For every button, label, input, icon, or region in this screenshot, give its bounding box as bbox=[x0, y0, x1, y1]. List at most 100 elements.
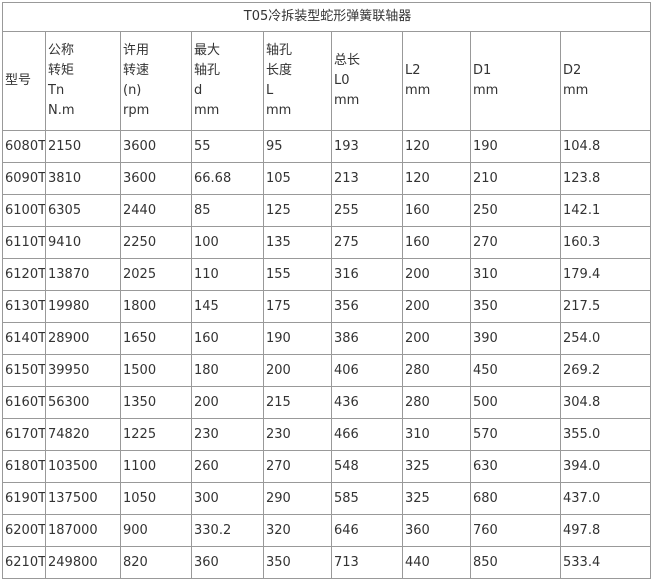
data-cell: 820 bbox=[120, 546, 192, 579]
header-line: 许用 bbox=[123, 43, 150, 58]
data-cell: 350 bbox=[470, 290, 561, 323]
data-cell: 200 bbox=[402, 258, 471, 291]
data-cell: 275 bbox=[331, 226, 403, 259]
data-cell: 1100 bbox=[120, 450, 192, 483]
data-row: 6190T 137500 1050 300 290 585 325 680 437.0 bbox=[2, 482, 652, 515]
data-cell: 142.1 bbox=[559, 194, 652, 227]
header-line: mm bbox=[266, 103, 292, 118]
data-cell: 1650 bbox=[120, 322, 192, 355]
data-cell: 3600 bbox=[120, 162, 192, 195]
data-cell: 440 bbox=[402, 546, 471, 579]
data-cell: 1225 bbox=[120, 418, 192, 451]
data-cell: 548 bbox=[331, 450, 403, 483]
data-cell: 280 bbox=[402, 354, 471, 387]
data-cell: 249800 bbox=[45, 546, 121, 579]
header-line: D2 bbox=[563, 63, 582, 78]
data-cell: 316 bbox=[331, 258, 403, 291]
header-line: Tn bbox=[48, 83, 65, 98]
data-cell: 160.3 bbox=[559, 226, 652, 259]
data-cell: 85 bbox=[191, 194, 264, 227]
header-line: mm bbox=[194, 103, 220, 118]
data-row: 6130T 19980 1800 145 175 356 200 350 217.5 bbox=[2, 290, 652, 323]
data-cell: 466 bbox=[331, 418, 403, 451]
data-cell: 6120T bbox=[2, 258, 46, 291]
header-cell: D1 mm bbox=[470, 31, 561, 131]
data-cell: 2150 bbox=[45, 130, 121, 163]
data-cell: 13870 bbox=[45, 258, 121, 291]
data-cell: 1500 bbox=[120, 354, 192, 387]
data-cell: 900 bbox=[120, 514, 192, 547]
data-cell: 210 bbox=[470, 162, 561, 195]
header-cell: 最大 轴孔 d mm bbox=[191, 31, 264, 131]
data-cell: 179.4 bbox=[559, 258, 652, 291]
data-cell: 6180T bbox=[2, 450, 46, 483]
header-line: mm bbox=[563, 83, 589, 98]
data-cell: 200 bbox=[402, 322, 471, 355]
header-line: mm bbox=[334, 93, 360, 108]
data-cell: 360 bbox=[191, 546, 264, 579]
data-cell: 56300 bbox=[45, 386, 121, 419]
header-cell: 型号 bbox=[2, 31, 46, 131]
data-cell: 360 bbox=[402, 514, 471, 547]
data-row: 6170T 74820 1225 230 230 466 310 570 355.0 bbox=[2, 418, 652, 451]
header-line: mm bbox=[405, 83, 431, 98]
data-cell: 630 bbox=[470, 450, 561, 483]
data-cell: 120 bbox=[402, 130, 471, 163]
data-cell: 394.0 bbox=[559, 450, 652, 483]
header-line: N.m bbox=[48, 103, 75, 118]
data-cell: 6100T bbox=[2, 194, 46, 227]
data-cell: 2250 bbox=[120, 226, 192, 259]
data-cell: 125 bbox=[263, 194, 332, 227]
data-cell: 255 bbox=[331, 194, 403, 227]
data-cell: 320 bbox=[263, 514, 332, 547]
header-line: d bbox=[194, 83, 203, 98]
data-cell: 254.0 bbox=[559, 322, 652, 355]
data-cell: 330.2 bbox=[191, 514, 264, 547]
data-cell: 310 bbox=[402, 418, 471, 451]
data-cell: 6170T bbox=[2, 418, 46, 451]
header-line: 轴孔 bbox=[194, 63, 221, 78]
data-row: 6080T 2150 3600 55 95 193 120 190 104.8 bbox=[2, 130, 652, 163]
data-cell: 104.8 bbox=[559, 130, 652, 163]
data-cell: 180 bbox=[191, 354, 264, 387]
data-cell: 570 bbox=[470, 418, 561, 451]
data-cell: 6140T bbox=[2, 322, 46, 355]
data-cell: 105 bbox=[263, 162, 332, 195]
header-cell: D2 mm bbox=[559, 31, 652, 131]
header-line: mm bbox=[473, 83, 499, 98]
data-cell: 497.8 bbox=[559, 514, 652, 547]
data-cell: 325 bbox=[402, 482, 471, 515]
header-line: 转速 bbox=[123, 63, 150, 78]
data-cell: 269.2 bbox=[559, 354, 652, 387]
data-cell: 356 bbox=[331, 290, 403, 323]
title-row: T05冷拆装型蛇形弹簧联轴器 bbox=[1, 2, 652, 32]
data-cell: 2440 bbox=[120, 194, 192, 227]
data-cell: 213 bbox=[331, 162, 403, 195]
data-cell: 2025 bbox=[120, 258, 192, 291]
data-cell: 280 bbox=[402, 386, 471, 419]
data-row: 6210T 249800 820 360 350 713 440 850 533.4 bbox=[2, 546, 652, 579]
data-cell: 6190T bbox=[2, 482, 46, 515]
data-cell: 437.0 bbox=[559, 482, 652, 515]
data-cell: 760 bbox=[470, 514, 561, 547]
data-cell: 200 bbox=[402, 290, 471, 323]
data-cell: 190 bbox=[470, 130, 561, 163]
data-cell: 217.5 bbox=[559, 290, 652, 323]
data-cell: 137500 bbox=[45, 482, 121, 515]
data-cell: 6150T bbox=[2, 354, 46, 387]
data-cell: 6130T bbox=[2, 290, 46, 323]
header-line: 型号 bbox=[5, 73, 32, 88]
header-line: 总长 bbox=[334, 53, 361, 68]
data-cell: 6210T bbox=[2, 546, 46, 579]
data-cell: 6090T bbox=[2, 162, 46, 195]
data-cell: 6080T bbox=[2, 130, 46, 163]
header-cell: L2 mm bbox=[402, 31, 471, 131]
header-cell: 公称 转矩 Tn N.m bbox=[45, 31, 121, 131]
data-cell: 3600 bbox=[120, 130, 192, 163]
data-row: 6120T 13870 2025 110 155 316 200 310 179.4 bbox=[2, 258, 652, 291]
header-line: L bbox=[266, 83, 274, 98]
data-cell: 28900 bbox=[45, 322, 121, 355]
data-cell: 230 bbox=[263, 418, 332, 451]
